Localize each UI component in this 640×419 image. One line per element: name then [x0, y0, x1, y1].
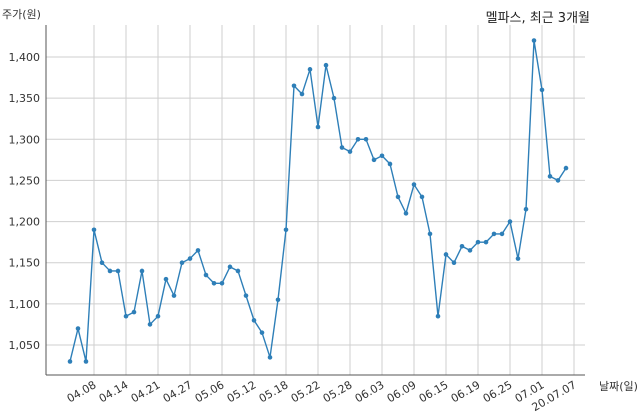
data-point [347, 149, 353, 154]
data-point [331, 95, 337, 101]
data-point [475, 239, 481, 245]
data-point [195, 248, 201, 253]
x-tick-label: 04.14 [97, 378, 131, 405]
data-point [467, 248, 473, 253]
data-point [435, 313, 441, 319]
data-point [547, 174, 553, 179]
data-point [483, 239, 489, 245]
data-point [339, 145, 345, 150]
data-point [219, 280, 225, 286]
data-point [115, 268, 121, 274]
data-point [251, 318, 257, 323]
data-point [499, 231, 505, 237]
data-point [83, 359, 89, 364]
data-point [123, 313, 129, 319]
x-tick-label: 04.27 [161, 378, 195, 405]
data-point [291, 83, 297, 89]
data-point [387, 161, 393, 167]
data-point [459, 243, 465, 249]
series [67, 38, 569, 364]
data-point [419, 194, 425, 200]
x-tick-label: 05.06 [193, 378, 227, 405]
data-point [99, 260, 105, 266]
y-tick-label: 1,200 [9, 216, 41, 229]
x-tick-label: 06.19 [449, 378, 483, 405]
data-point [91, 227, 97, 233]
data-point [379, 153, 385, 159]
data-point [451, 260, 457, 266]
data-point [243, 293, 249, 298]
data-point [443, 252, 449, 257]
x-tick-label: 06.25 [481, 378, 515, 405]
data-point [259, 330, 265, 335]
data-point [131, 309, 137, 315]
data-point [211, 280, 217, 286]
data-point [507, 219, 513, 224]
data-point [67, 359, 73, 364]
x-tick-label: 05.22 [289, 378, 323, 405]
x-tick-label: 05.28 [321, 378, 355, 405]
data-point [411, 182, 417, 187]
data-point [307, 67, 313, 72]
data-point [75, 326, 81, 331]
chart-title: 멜파스, 최근 3개월 [486, 11, 590, 26]
data-point [523, 206, 529, 212]
data-point [171, 293, 177, 298]
data-point [563, 165, 569, 171]
y-tick-label: 1,050 [9, 339, 41, 352]
x-axis-label: 날짜(일) [599, 379, 638, 393]
data-point [163, 276, 169, 282]
x-tick-label: 06.03 [353, 378, 387, 405]
data-point [283, 227, 289, 233]
data-point [363, 136, 369, 142]
data-point [227, 264, 233, 270]
y-tick-label: 1,100 [9, 298, 41, 311]
data-point [275, 297, 281, 303]
data-point [187, 256, 193, 261]
data-point [139, 268, 145, 274]
x-tick-label: 06.09 [385, 378, 419, 405]
data-point [315, 124, 321, 130]
x-tick-label: 04.08 [65, 378, 99, 405]
data-point [235, 268, 241, 274]
data-point [403, 211, 409, 216]
data-point [355, 136, 361, 142]
data-point [371, 157, 377, 163]
y-tick-labels: 1,050 1,100 1,150 1,200 1,250 1,300 1,350 1,400 [9, 51, 41, 352]
x-tick-label: 04.21 [129, 378, 163, 405]
x-tick-label: 05.12 [225, 378, 259, 405]
y-tick-label: 1,350 [9, 92, 41, 105]
x-tick-label: 05.18 [257, 378, 291, 405]
y-tick-label: 1,150 [9, 257, 41, 270]
x-tick-label: 06.15 [417, 378, 451, 405]
data-point [531, 38, 537, 43]
axes [45, 25, 585, 376]
data-point [555, 178, 561, 183]
data-point [107, 268, 113, 274]
y-axis-label: 주가(원) [2, 8, 41, 21]
data-point [203, 272, 209, 278]
grid [46, 25, 585, 375]
data-point [427, 231, 433, 237]
data-point [147, 322, 153, 327]
x-tick-labels: 04.0804.1404.2104.2705.0605.1205.1805.22… [65, 378, 579, 414]
data-point [323, 62, 329, 68]
y-tick-label: 1,300 [9, 133, 41, 146]
data-point [179, 260, 185, 266]
data-point [155, 313, 161, 319]
data-point [299, 91, 305, 97]
y-tick-label: 1,250 [9, 174, 41, 187]
y-tick-label: 1,400 [9, 51, 41, 64]
data-point [515, 256, 521, 261]
data-point [267, 355, 273, 360]
data-point [491, 231, 497, 237]
data-point [539, 87, 545, 93]
data-point [395, 194, 401, 200]
